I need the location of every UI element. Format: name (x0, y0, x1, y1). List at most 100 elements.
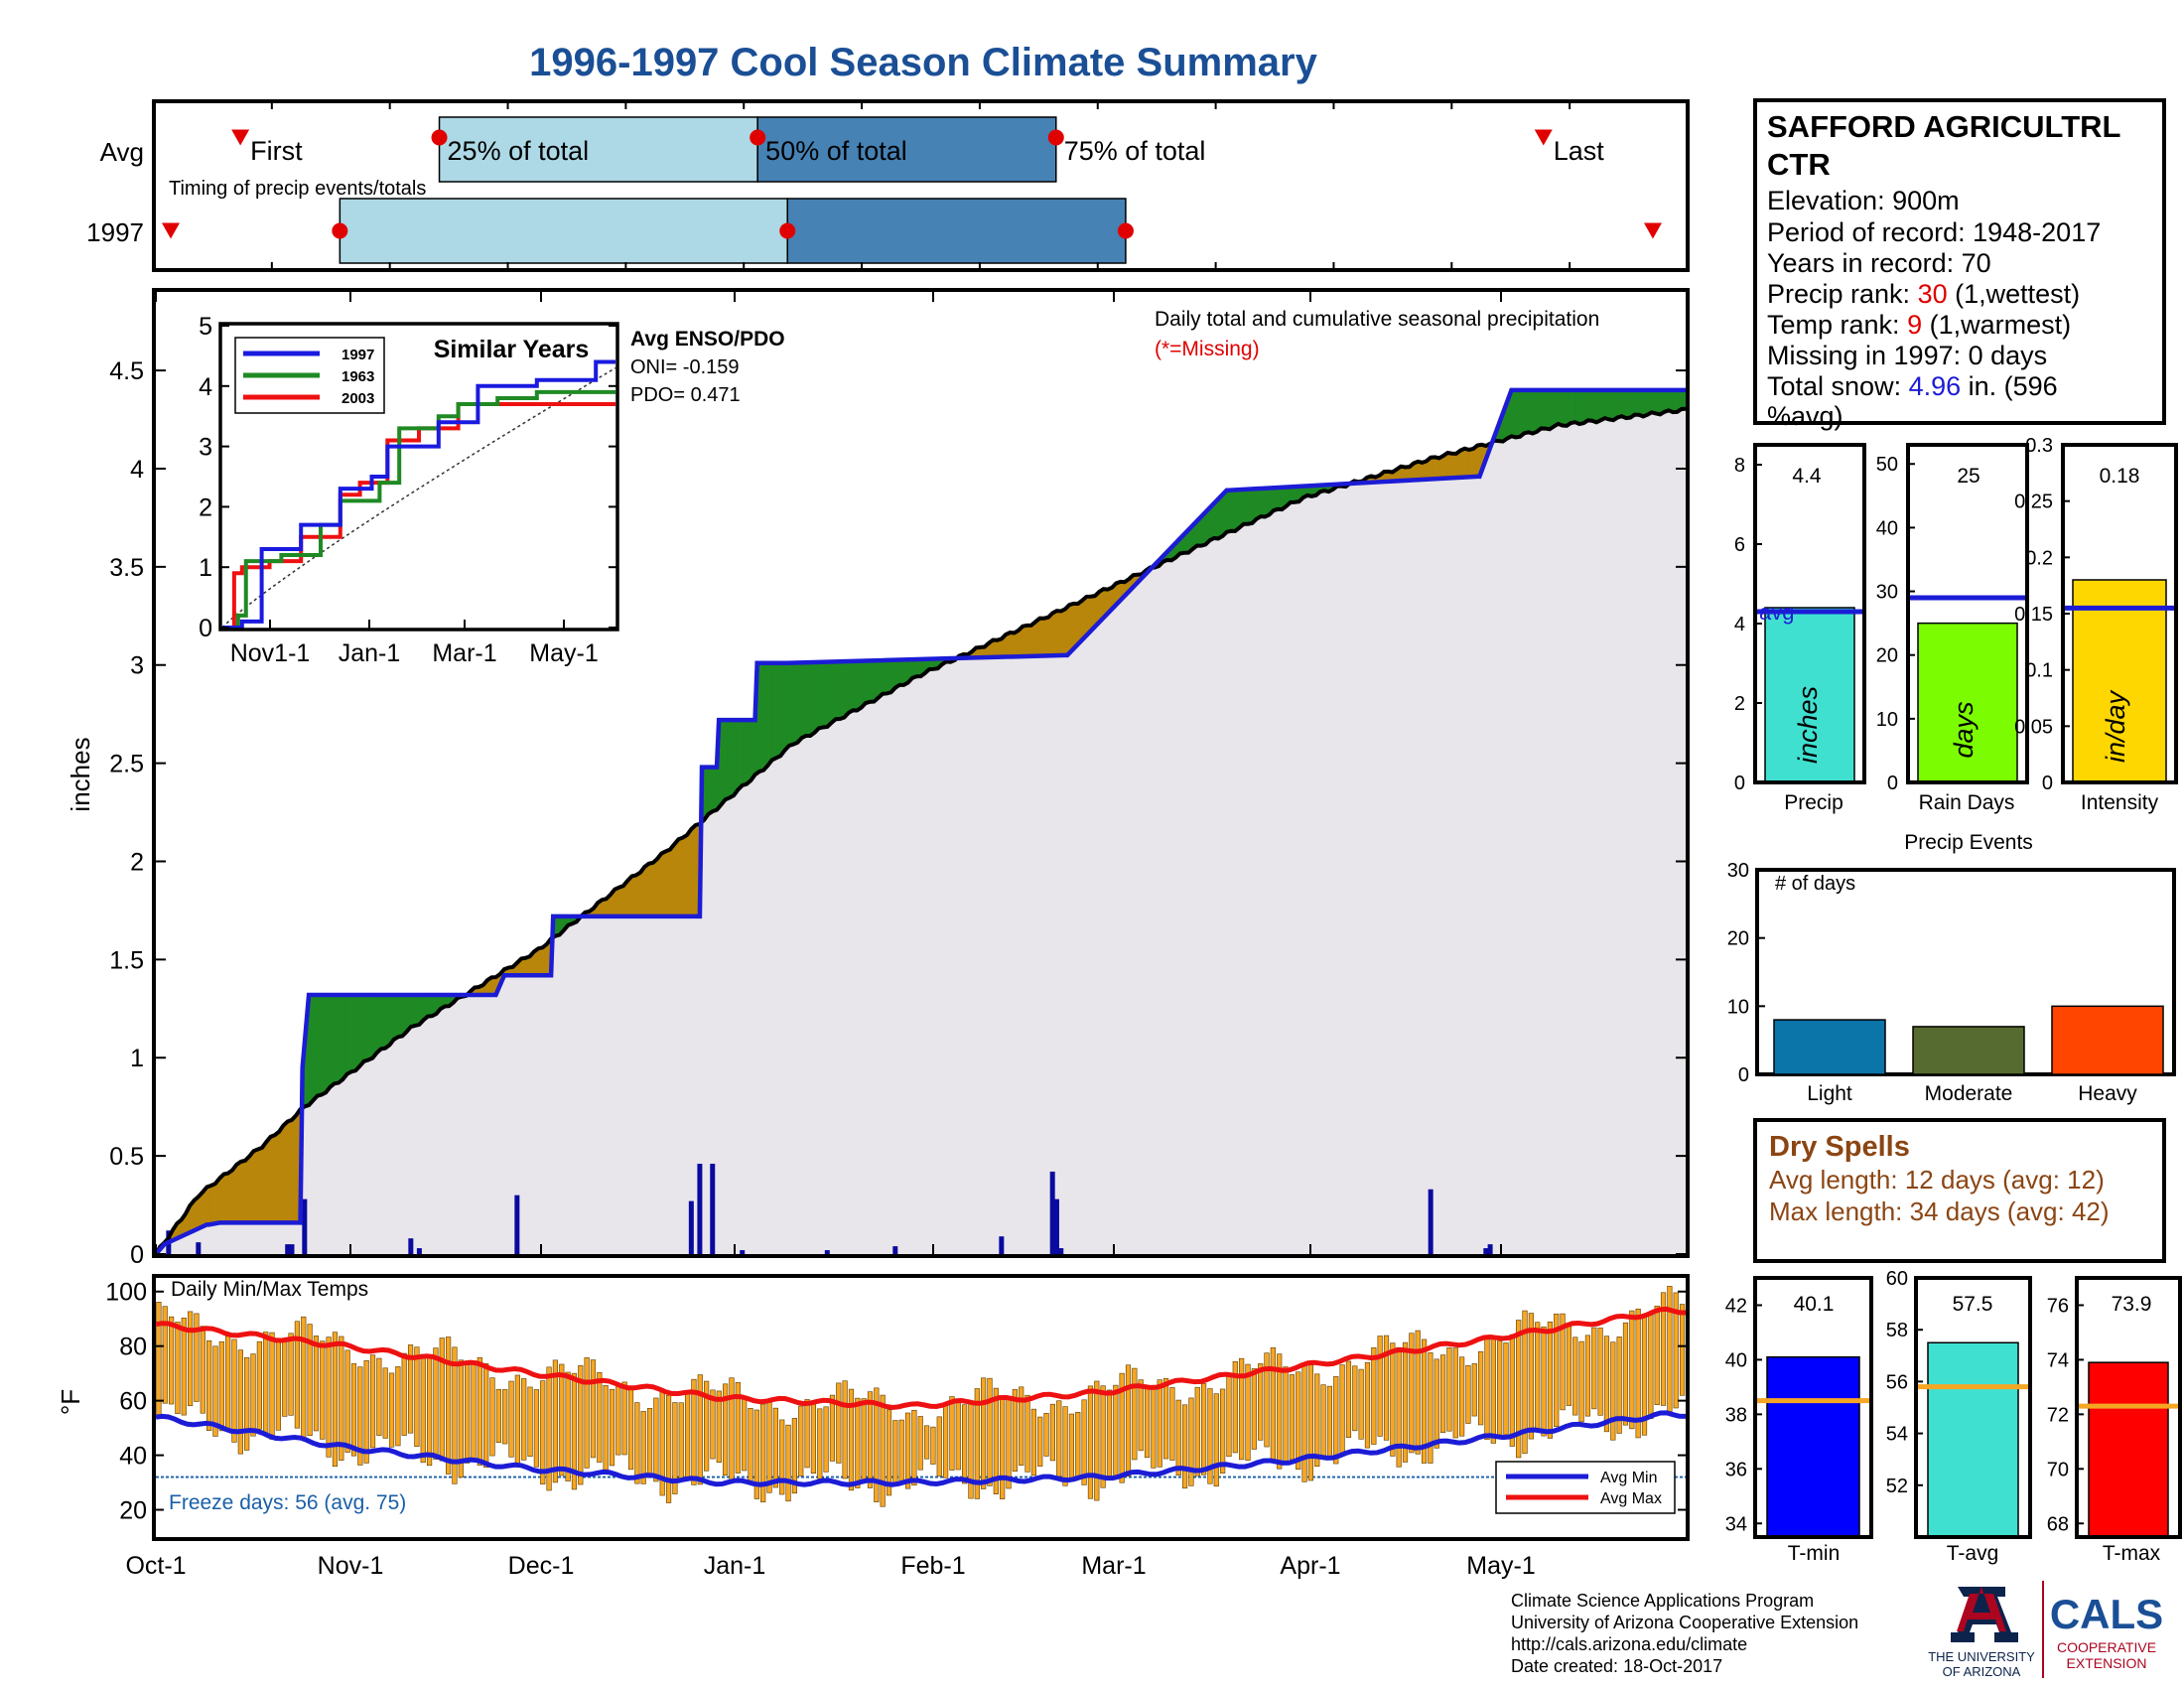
daily-temp-bar (785, 1424, 791, 1502)
above-average-fill (710, 767, 714, 815)
above-average-fill (723, 719, 726, 804)
avg-max-line (155, 1306, 1687, 1411)
below-average-fill (238, 1162, 241, 1223)
daily-temp-bar (1049, 1403, 1056, 1462)
above-average-fill (708, 767, 711, 816)
below-average-fill (626, 879, 630, 917)
above-average-fill (404, 994, 407, 1034)
above-average-fill (854, 660, 858, 711)
above-average-fill (336, 994, 340, 1084)
summary-tick-label: 0 (1887, 773, 1898, 794)
below-average-fill (248, 1153, 252, 1223)
below-average-fill (1088, 596, 1092, 634)
above-average-fill (317, 994, 321, 1098)
above-average-fill (374, 994, 377, 1056)
daily-temp-bar (817, 1408, 823, 1479)
above-average-fill (762, 662, 766, 770)
daily-temp-bar (471, 1360, 477, 1460)
dry-spells-box: Dry Spells Avg length: 12 days (avg: 12)… (1753, 1118, 2166, 1263)
daily-precip-bar (710, 1164, 716, 1254)
daily-temp-bar (1213, 1393, 1219, 1487)
daily-temp-bar (1043, 1413, 1049, 1457)
above-average-fill (861, 660, 865, 708)
below-average-fill (1444, 454, 1448, 479)
above-average-fill (898, 659, 902, 687)
above-average-fill (874, 659, 877, 701)
above-average-fill (380, 994, 384, 1052)
below-average-fill (253, 1150, 256, 1223)
below-average-fill (255, 1148, 259, 1223)
above-average-fill (323, 994, 327, 1094)
daily-temp-bar (716, 1390, 722, 1464)
tavg-value: 57.5 (1953, 1293, 1993, 1316)
below-average-fill (667, 847, 671, 917)
daily-temp-bar (395, 1366, 401, 1447)
below-average-fill (233, 1165, 237, 1223)
daily-precip-bar (1058, 1248, 1064, 1254)
above-average-fill (1572, 389, 1576, 424)
above-average-fill (1610, 389, 1614, 420)
daily-temp-bar (672, 1402, 678, 1494)
above-average-fill (1670, 389, 1674, 412)
daily-temp-bar (1667, 1286, 1673, 1412)
main-plot-area (154, 387, 1687, 1256)
below-average-fill (546, 940, 550, 976)
timing-p50-label: 50% of total (765, 136, 907, 166)
below-average-fill (637, 870, 641, 917)
above-average-fill (1543, 389, 1547, 430)
summary-tick-label: 0 (1734, 773, 1745, 794)
daily-temp-bar (653, 1397, 659, 1482)
timing-row-year: 1997 (86, 217, 144, 247)
daily-temp-bar (1402, 1341, 1409, 1463)
below-average-fill (669, 845, 673, 917)
timing-event-marker (162, 222, 180, 239)
daily-temp-bar (634, 1402, 640, 1484)
above-average-fill (386, 994, 390, 1047)
above-average-fill (1258, 488, 1262, 519)
summary-raindays-value: 25 (1957, 465, 1979, 488)
above-average-fill (313, 994, 316, 1101)
above-average-fill (406, 994, 409, 1033)
inset-similar-years: 0 1 2 3 4 5 Nov1-1 Jan-1 Mar-1 May-1 Similar Yea… (199, 313, 619, 667)
daily-temp-bar (810, 1402, 817, 1475)
daily-temp-bar (886, 1409, 892, 1496)
above-average-fill (1551, 389, 1555, 428)
daily-temp-bar (1138, 1379, 1144, 1452)
below-average-fill (1466, 448, 1469, 478)
below-average-fill (624, 880, 628, 917)
below-average-fill (1415, 462, 1419, 481)
summary-tick-label: 0 (2042, 773, 2053, 794)
daily-temp-bar (1056, 1400, 1062, 1477)
daily-temp-bar (1415, 1330, 1421, 1455)
daily-temp-bar (1333, 1376, 1339, 1465)
daily-temp-bar (1251, 1368, 1257, 1450)
legend-avg-max: Avg Max (1600, 1490, 1662, 1507)
inset-x-tick-label: Nov1-1 (230, 639, 311, 667)
above-average-fill (1597, 389, 1601, 421)
below-average-fill (1034, 620, 1038, 657)
summary-value-bar (1764, 607, 1855, 783)
enso-pdo: PDO= 0.471 (630, 384, 741, 406)
daily-temp-bar (1220, 1388, 1226, 1474)
daily-temp-bar (1339, 1364, 1345, 1456)
inset-average-curve (221, 366, 616, 629)
below-average-fill (990, 640, 994, 658)
above-average-fill (378, 994, 382, 1053)
below-average-fill (682, 834, 686, 917)
above-average-fill (363, 994, 367, 1063)
avg-min-line (155, 1410, 1687, 1487)
daily-temp-bar (546, 1366, 552, 1491)
cals-sub-2: EXTENSION (2067, 1655, 2147, 1671)
below-average-fill (1049, 613, 1053, 656)
below-average-fill (236, 1163, 239, 1223)
above-average-fill (328, 994, 331, 1090)
below-average-fill (1007, 633, 1011, 657)
tmax-value: 73.9 (2112, 1293, 2152, 1316)
ua-name-1: THE UNIVERSITY (1928, 1649, 2035, 1664)
events-tick-label: 30 (1727, 860, 1749, 882)
above-average-fill (1657, 389, 1661, 414)
daily-temp-bar (1503, 1342, 1509, 1436)
inset-y-tick-label: 0 (199, 615, 212, 642)
timing-percentile-marker (779, 222, 796, 239)
cals-logo: CALS (2050, 1591, 2163, 1637)
